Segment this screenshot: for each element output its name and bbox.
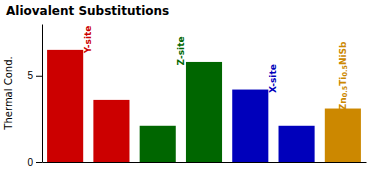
annotation: Y-site xyxy=(83,26,93,55)
y-tick: 0 xyxy=(27,157,42,168)
y-axis-line xyxy=(42,25,43,163)
y-tick-label: 5 xyxy=(27,70,33,81)
bar xyxy=(140,126,176,162)
title: Aliovalent Substitutions xyxy=(6,4,169,18)
plot: 05Y-siteZ-siteX-siteZn0.5Ti0.5NiSb xyxy=(27,25,366,168)
bar xyxy=(325,109,361,162)
x-axis-line xyxy=(43,162,367,163)
bar xyxy=(93,100,129,162)
y-tick-mark xyxy=(36,162,42,163)
y-axis-title: Thermal Cond. xyxy=(3,56,14,130)
bar xyxy=(186,62,222,162)
y-tick-label: 0 xyxy=(27,157,33,168)
bar xyxy=(279,126,315,162)
annotation: Zn0.5Ti0.5NiSb xyxy=(338,41,350,110)
y-tick-mark xyxy=(36,76,42,77)
bars xyxy=(47,50,361,162)
annotation: Z-site xyxy=(176,36,186,65)
annotation: X-site xyxy=(268,64,278,93)
bar xyxy=(47,50,83,162)
x-axis xyxy=(43,162,367,163)
y-tick: 5 xyxy=(27,70,42,81)
annotations: Y-site Z-site X-site Zn0.5Ti0.5NiSb xyxy=(83,26,349,111)
chart: Aliovalent Substitutions05Y-siteZ-siteX-… xyxy=(0,0,378,170)
bar xyxy=(232,90,268,162)
y-axis: 05 xyxy=(27,25,42,168)
